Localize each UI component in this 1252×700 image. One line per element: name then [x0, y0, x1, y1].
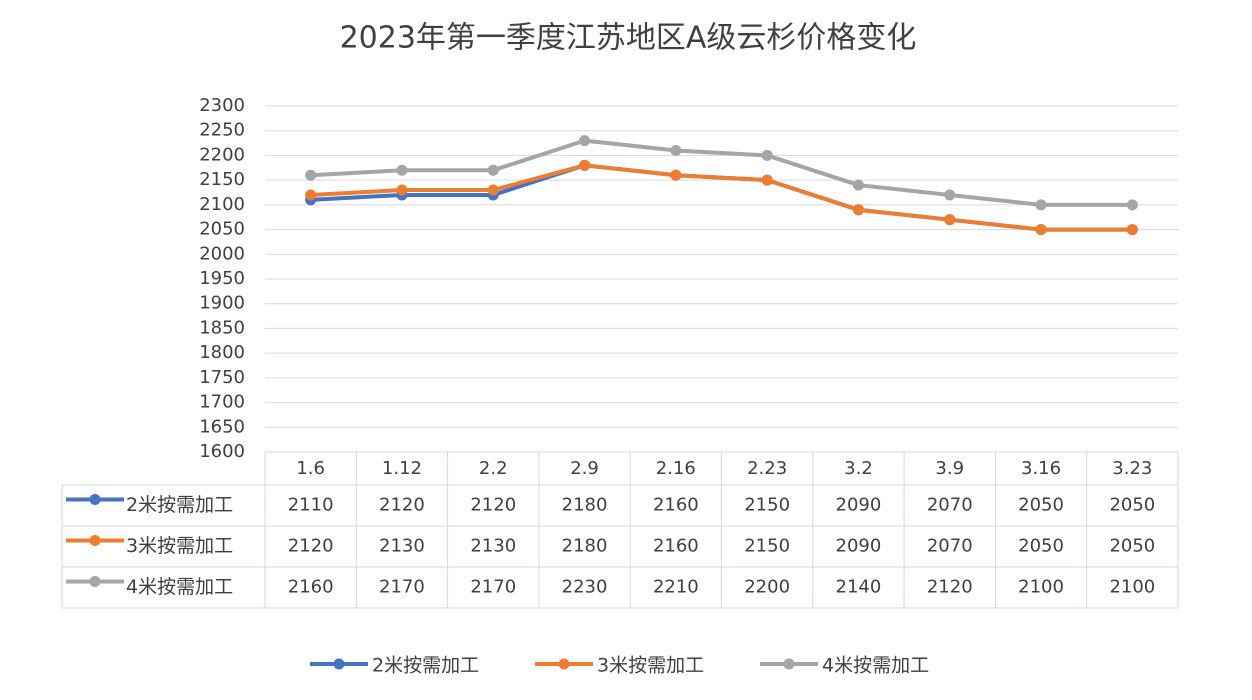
table-series-name: 4米按需加工: [126, 576, 233, 598]
data-point: [670, 169, 682, 181]
y-tick-label: 2000: [199, 243, 245, 264]
y-tick-label: 2100: [199, 194, 245, 215]
data-point: [1126, 199, 1138, 211]
table-value: 2050: [1018, 495, 1064, 516]
table-value: 2180: [562, 495, 608, 516]
y-tick-label: 2300: [199, 95, 245, 116]
legend-label: 4米按需加工: [822, 655, 929, 677]
x-tick-label: 2.23: [747, 458, 787, 479]
table-value: 2230: [562, 577, 608, 598]
table-value: 2170: [470, 577, 516, 598]
x-tick-label: 2.16: [656, 458, 696, 479]
x-tick-label: 3.23: [1112, 458, 1152, 479]
legend-label: 3米按需加工: [597, 655, 704, 677]
y-tick-label: 1900: [199, 293, 245, 314]
data-point: [944, 214, 956, 226]
table-value: 2050: [1109, 536, 1155, 557]
data-point: [396, 164, 408, 176]
legend-marker: [89, 494, 101, 505]
y-tick-label: 1650: [199, 416, 245, 437]
table-value: 2090: [836, 536, 882, 557]
y-tick-label: 1800: [199, 342, 245, 363]
table-value: 2130: [470, 536, 516, 557]
data-point: [1126, 224, 1138, 236]
table-value: 2180: [562, 536, 608, 557]
table-value: 2120: [470, 495, 516, 516]
legend-marker: [558, 658, 570, 670]
y-tick-label: 2150: [199, 169, 245, 190]
table-series-name: 3米按需加工: [126, 535, 233, 557]
data-point: [305, 169, 317, 181]
y-tick-label: 1850: [199, 317, 245, 338]
table-value: 2210: [653, 577, 699, 598]
data-point: [305, 189, 317, 201]
legend-marker: [89, 535, 101, 546]
x-tick-label: 2.9: [570, 458, 599, 479]
x-tick-label: 3.2: [844, 458, 873, 479]
table-value: 2150: [744, 536, 790, 557]
data-point: [944, 189, 956, 201]
data-point: [396, 184, 408, 196]
table-value: 2050: [1018, 536, 1064, 557]
series-line: [310, 163, 1133, 232]
table-value: 2160: [288, 577, 334, 598]
legend-marker: [89, 576, 101, 587]
chart-title: 2023年第一季度江苏地区A级云杉价格变化: [340, 21, 917, 56]
table-value: 2050: [1109, 495, 1155, 516]
data-point: [761, 174, 773, 186]
data-point: [852, 179, 864, 191]
y-tick-label: 2050: [199, 219, 245, 240]
x-tick-label: 3.16: [1021, 458, 1061, 479]
table-value: 2130: [379, 536, 425, 557]
data-point: [579, 135, 591, 147]
x-tick-label: 2.2: [479, 458, 508, 479]
y-tick-label: 2250: [199, 120, 245, 141]
x-tick-label: 3.9: [935, 458, 964, 479]
table-value: 2120: [927, 577, 973, 598]
table-value: 2200: [744, 577, 790, 598]
legend-label: 2米按需加工: [372, 655, 479, 677]
table-value: 2100: [1109, 577, 1155, 598]
data-point: [579, 159, 591, 171]
table-value: 2170: [379, 577, 425, 598]
table-value: 2070: [927, 536, 973, 557]
table-value: 2100: [1018, 577, 1064, 598]
table-value: 2160: [653, 495, 699, 516]
data-point: [487, 164, 499, 176]
table-value: 2120: [379, 495, 425, 516]
table-series-name: 2米按需加工: [126, 494, 233, 516]
x-tick-label: 1.12: [382, 458, 422, 479]
data-point: [670, 144, 682, 156]
table-value: 2150: [744, 495, 790, 516]
y-tick-label: 1700: [199, 392, 245, 413]
y-tick-label: 2200: [199, 144, 245, 165]
table-value: 2160: [653, 536, 699, 557]
table-value: 2070: [927, 495, 973, 516]
table-value: 2140: [836, 577, 882, 598]
series-line: [310, 138, 1133, 207]
data-point: [1035, 199, 1047, 211]
y-tick-label: 1750: [199, 367, 245, 388]
legend-marker: [783, 658, 795, 670]
y-tick-label: 1950: [199, 268, 245, 289]
x-tick-label: 1.6: [296, 458, 325, 479]
table-value: 2120: [288, 536, 334, 557]
data-point: [1035, 224, 1047, 236]
data-point: [761, 149, 773, 161]
legend-marker: [333, 658, 345, 670]
data-point: [852, 204, 864, 216]
y-tick-label: 1600: [199, 441, 245, 462]
table-value: 2110: [288, 495, 334, 516]
table-value: 2090: [836, 495, 882, 516]
data-point: [487, 184, 499, 196]
